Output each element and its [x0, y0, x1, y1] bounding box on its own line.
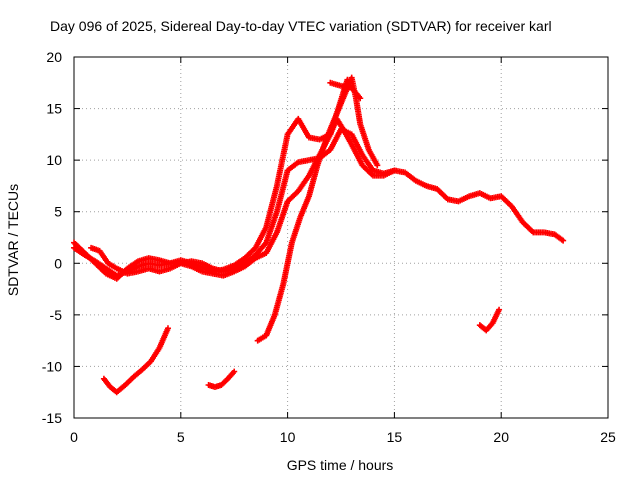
x-tick-label: 10 [280, 429, 296, 445]
x-tick-label: 0 [70, 429, 78, 445]
series-sat-e [327, 79, 364, 102]
y-tick-label: 5 [54, 204, 62, 220]
y-tick-label: 0 [54, 255, 62, 271]
data-point [164, 325, 171, 332]
plot-frame [73, 56, 609, 419]
y-tick-label: -15 [42, 410, 62, 426]
series-sat-g [205, 368, 238, 391]
y-axis-label: SDTVAR / TECUs [5, 184, 21, 296]
ticks: 0 5 10 15 20 25 -15 -10 -5 0 5 10 15 20 [42, 49, 616, 445]
x-tick-label: 25 [600, 429, 616, 445]
series-group [71, 74, 567, 396]
x-tick-label: 5 [177, 429, 185, 445]
series-sat-b [71, 126, 398, 282]
y-tick-label: 20 [46, 49, 62, 65]
data-point [231, 368, 238, 375]
y-tick-label: 10 [46, 152, 62, 168]
data-point [391, 167, 398, 174]
data-point [357, 95, 364, 102]
series-sat-h [476, 306, 503, 334]
series-sat-f [100, 325, 171, 396]
data-point [374, 162, 381, 169]
x-tick-label: 15 [387, 429, 403, 445]
plot-border [73, 56, 609, 419]
y-tick-label: -5 [50, 307, 63, 323]
grid [74, 57, 608, 418]
series-sat-a [71, 115, 567, 279]
y-tick-label: -10 [42, 358, 62, 374]
data-point [560, 237, 567, 244]
y-tick-label: 15 [46, 101, 62, 117]
data-point [496, 306, 503, 313]
chart-title: Day 096 of 2025, Sidereal Day-to-day VTE… [50, 18, 552, 34]
x-tick-label: 20 [493, 429, 509, 445]
x-axis-label: GPS time / hours [287, 457, 394, 473]
